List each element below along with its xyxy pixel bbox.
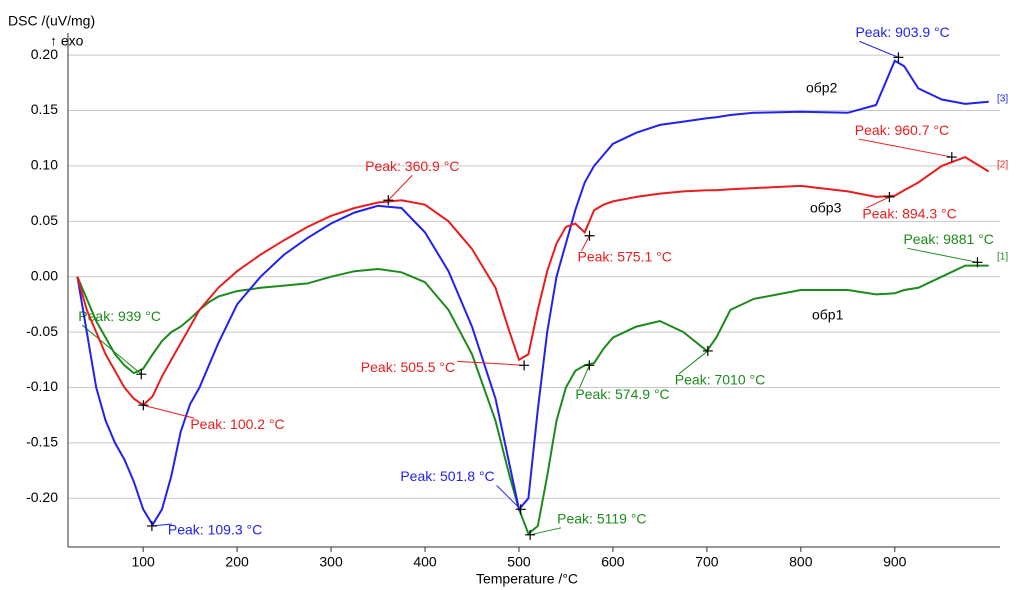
x-tick-label: 300 [319, 554, 343, 570]
peak-marker [146, 520, 157, 531]
y-tick-label: 0.05 [31, 212, 58, 228]
x-tick-label: 200 [225, 554, 249, 570]
y-tick-label: 0.00 [31, 267, 58, 283]
y-tick-label: 0.10 [31, 157, 58, 173]
series-tag: [2] [997, 160, 1008, 171]
peak-label: Peak: 9881 °C [903, 231, 993, 247]
leader-line [387, 174, 413, 201]
leader-line [859, 40, 899, 58]
peak-marker [138, 400, 149, 411]
leader-line [81, 324, 142, 375]
series-line [76, 155, 990, 407]
y-tick-label: -0.20 [26, 489, 58, 505]
x-axis-label: Temperature /°C [476, 571, 578, 587]
leader-line [866, 196, 890, 209]
y-tick-label: -0.15 [26, 434, 58, 450]
series-line [76, 59, 989, 527]
peak-marker [383, 195, 394, 206]
leader-line [530, 527, 562, 536]
peak-marker [519, 360, 530, 371]
peak-label: Peak: 575.1 °C [578, 248, 672, 264]
peak-marker [893, 52, 904, 63]
peak-marker [584, 230, 595, 241]
series-tag: [1] [997, 252, 1008, 263]
peak-marker [702, 345, 713, 356]
leader-line [578, 365, 590, 389]
x-tick-label: 800 [789, 554, 813, 570]
peak-label: Peak: 5119 °C [557, 511, 646, 527]
peak-label: Peak: 903.9 °C [855, 24, 949, 40]
x-tick-label: 100 [131, 554, 155, 570]
leader-line [678, 350, 709, 375]
y-tick-label: -0.10 [26, 378, 58, 394]
series-label: обр1 [812, 307, 844, 323]
leader-line [907, 247, 978, 263]
x-tick-label: 500 [507, 554, 531, 570]
peak-marker [525, 529, 536, 540]
peak-marker [515, 504, 526, 515]
leader-line [858, 138, 952, 158]
x-tick-label: 700 [695, 554, 719, 570]
peak-marker [972, 257, 983, 268]
peak-marker [884, 191, 895, 202]
y-tick-label: -0.05 [26, 323, 58, 339]
series-tag: [3] [997, 94, 1008, 105]
peak-label: Peak: 109.3 °C [168, 522, 262, 538]
peak-label: Peak: 960.7 °C [855, 122, 949, 138]
peak-marker [584, 360, 595, 371]
peak-label: Peak: 939 °C [78, 308, 161, 324]
leader-line [581, 235, 590, 251]
peak-label: Peak: 360.9 °C [365, 158, 459, 174]
peak-label: Peak: 505.5 °C [361, 359, 455, 375]
x-tick-label: 400 [413, 554, 437, 570]
y-tick-label: 0.20 [31, 46, 58, 62]
series-label: обр2 [806, 80, 838, 96]
leader-line [496, 484, 522, 510]
y-tick-label: 0.15 [31, 101, 58, 117]
leader-line [457, 360, 525, 366]
peak-label: Peak: 501.8 °C [400, 468, 494, 484]
peak-label: Peak: 574.9 °C [575, 386, 669, 402]
x-tick-label: 900 [883, 554, 907, 570]
leader-line [143, 404, 195, 419]
x-tick-label: 600 [601, 554, 625, 570]
peak-label: Peak: 7010 °C [675, 372, 765, 388]
peak-marker [946, 152, 957, 163]
exo-label: ↑ exo [50, 33, 84, 49]
peak-marker [136, 369, 147, 380]
series-line [76, 264, 989, 536]
peak-label: Peak: 894.3 °C [862, 206, 956, 222]
y-axis-label: DSC /(uV/mg) [8, 13, 95, 29]
series-label: обр3 [810, 200, 842, 216]
peak-label: Peak: 100.2 °C [190, 416, 284, 432]
